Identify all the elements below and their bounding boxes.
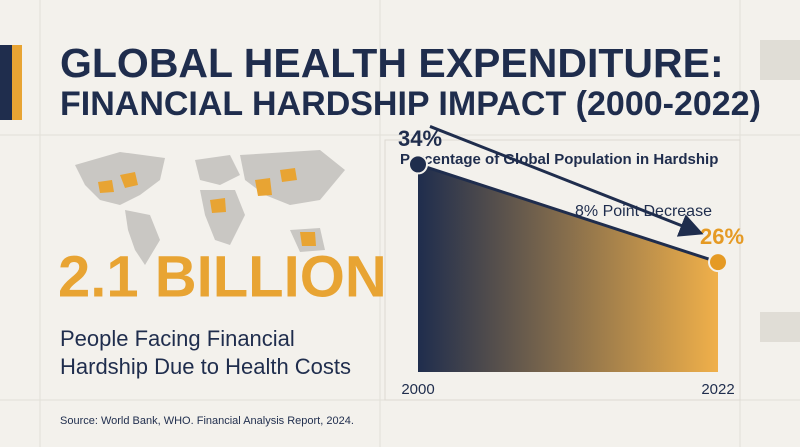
value-label: 34%: [398, 126, 442, 151]
value-label: 26%: [700, 224, 744, 249]
stat-caption: Hardship Due to Health Costs: [60, 354, 351, 379]
source-note: Source: World Bank, WHO. Financial Analy…: [60, 415, 354, 427]
title-line: FINANCIAL HARDSHIP IMPACT (2000-2022): [60, 85, 761, 123]
accent-bar: [12, 45, 22, 120]
deco-square: [760, 312, 800, 342]
point-marker: [408, 154, 428, 175]
annotation: 8% Point Decrease: [575, 203, 712, 220]
accent-bar: [0, 45, 12, 120]
world-map: [75, 150, 345, 265]
title-line: GLOBAL HEALTH EXPENDITURE:: [60, 40, 724, 86]
line: [417, 162, 719, 264]
chart-title: Percentage of Global Population in Hards…: [400, 151, 718, 168]
x-tick-label: 2022: [701, 381, 734, 398]
chart-panel: [384, 139, 741, 401]
area: [418, 164, 718, 372]
x-tick-label: 2000: [401, 381, 434, 398]
stat-caption: People Facing Financial: [60, 326, 295, 351]
trend-arrow: [429, 125, 704, 237]
plot: 34% 2000 26% 2022 8% Point Decrease: [398, 125, 744, 398]
deco-square: [760, 40, 800, 80]
point-marker: [708, 252, 728, 273]
stat-value: 2.1 BILLION: [58, 244, 387, 309]
